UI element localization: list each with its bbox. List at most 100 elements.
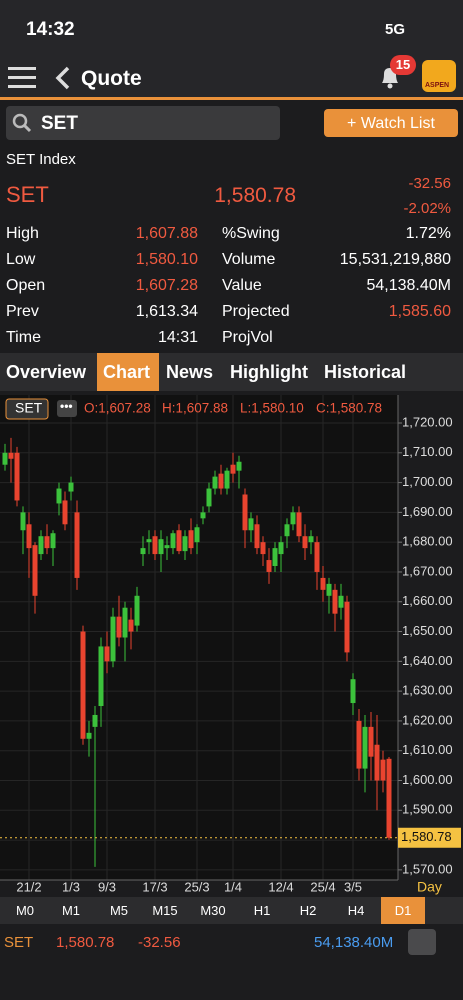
- x-tick-label: 17/3: [142, 879, 167, 894]
- search-box[interactable]: [6, 106, 280, 140]
- stat-value: 1,580.10: [135, 251, 198, 268]
- y-tick-label: 1,650.00: [402, 623, 453, 638]
- stat-value: 1,613.34: [135, 303, 198, 320]
- candle-body: [26, 524, 32, 549]
- stat-label: Value: [222, 277, 262, 294]
- candle-body: [50, 533, 56, 549]
- candle-body: [368, 726, 374, 757]
- candle-body: [362, 726, 368, 769]
- timeframe-button[interactable]: H1: [253, 903, 271, 918]
- menu-chip: [57, 400, 77, 417]
- x-tick-label: 9/3: [98, 879, 116, 894]
- symbol-chip: [5, 398, 49, 420]
- stat-value: 1,585.60: [388, 303, 451, 320]
- change-pct: -2.02%: [403, 200, 451, 217]
- candle-body: [374, 744, 380, 781]
- watch-button[interactable]: [324, 109, 458, 137]
- stat-value: 14:31: [157, 329, 198, 346]
- stat-value: 1,607.28: [135, 277, 198, 294]
- stat-label: High: [6, 225, 39, 242]
- stat-label: ProjVol: [222, 329, 273, 346]
- stat-value: 54,138.40M: [366, 277, 451, 294]
- candle-body: [92, 714, 98, 727]
- candle-body: [128, 619, 134, 632]
- candle-body: [86, 732, 92, 739]
- x-tick-label: 25/3: [184, 879, 209, 894]
- tab[interactable]: News: [166, 362, 214, 382]
- stat-value: 15,531,219,880: [339, 251, 451, 268]
- menu-dots: •••: [60, 399, 73, 413]
- timeframe-button[interactable]: D1: [394, 903, 412, 918]
- candle-body: [116, 616, 122, 638]
- tab[interactable]: Overview: [6, 362, 87, 382]
- timeframe-button[interactable]: H4: [347, 903, 365, 918]
- timeframe-button[interactable]: M0: [15, 903, 35, 918]
- badge-bg: [390, 55, 416, 75]
- candle-body: [14, 452, 20, 501]
- candle-body: [242, 494, 248, 531]
- timeframe-button[interactable]: M15: [152, 903, 178, 918]
- last-price: 1,580.78: [214, 184, 296, 207]
- ohlc-label: C:1,580.78: [316, 401, 382, 416]
- candle-body: [20, 512, 26, 531]
- more-button[interactable]: [408, 929, 436, 955]
- candle-body: [218, 473, 224, 489]
- status-time: 14:32: [26, 19, 75, 40]
- tab[interactable]: Chart: [103, 362, 151, 382]
- timeframe-button[interactable]: H2: [299, 903, 317, 918]
- stat-label: Projected: [222, 303, 290, 320]
- candle-body: [212, 476, 218, 489]
- candle-body: [2, 452, 8, 465]
- candle-body: [134, 595, 140, 626]
- candle-body: [266, 560, 272, 572]
- y-tick-label: 1,620.00: [402, 712, 453, 727]
- candle-body: [182, 536, 188, 552]
- x-tick-label: 12/4: [268, 879, 293, 894]
- candle-body: [158, 539, 164, 555]
- top-bar: [0, 0, 463, 100]
- active-tab: [97, 353, 159, 391]
- footer-value: 54,138.40M: [314, 934, 394, 951]
- page-title: Quote: [81, 67, 142, 90]
- tab[interactable]: Highlight: [230, 362, 308, 382]
- tab[interactable]: Historical: [324, 362, 407, 382]
- y-tick-label: 1,680.00: [402, 534, 453, 549]
- logo-text: ASPEN: [425, 82, 450, 89]
- footer-last: 1,580.78: [56, 934, 115, 951]
- stat-label: Volume: [222, 251, 276, 268]
- change: -32.56: [408, 175, 451, 192]
- candle-body: [68, 482, 74, 492]
- candle-body: [188, 530, 194, 549]
- plot-bg: [0, 395, 398, 880]
- stat-value: 1.72%: [405, 225, 451, 242]
- logo-bg[interactable]: [422, 60, 456, 92]
- candle-body: [38, 536, 44, 555]
- candle-body: [344, 601, 350, 653]
- y-tick-label: 1,570.00: [402, 861, 453, 876]
- y-tick-label: 1,660.00: [402, 593, 453, 608]
- menu-icon[interactable]: [8, 66, 36, 90]
- timeframe-button[interactable]: M5: [109, 903, 129, 918]
- back-icon[interactable]: [55, 66, 71, 90]
- candle-body: [8, 452, 14, 459]
- candle-body: [338, 595, 344, 608]
- x-tick-label: 25/4: [310, 879, 335, 894]
- y-tick-label: 1,640.00: [402, 653, 453, 668]
- symbol: SET: [6, 182, 49, 207]
- network: 5G: [385, 21, 406, 38]
- candle-body: [122, 607, 128, 638]
- watch-list-label[interactable]: + Watch List: [347, 115, 435, 132]
- candle-body: [206, 488, 212, 507]
- y-tick-label: 1,610.00: [402, 742, 453, 757]
- candle-body: [290, 512, 296, 525]
- timeframe-button[interactable]: M1: [61, 903, 81, 918]
- search-query[interactable]: SET: [41, 113, 78, 134]
- candle-body: [332, 589, 338, 614]
- timeframe-button[interactable]: M30: [200, 903, 226, 918]
- accent-line: [0, 97, 463, 100]
- candle-body: [260, 542, 266, 555]
- candle-body: [248, 518, 254, 531]
- tab-bar: [0, 353, 463, 391]
- x-tick-label: 1/3: [62, 879, 80, 894]
